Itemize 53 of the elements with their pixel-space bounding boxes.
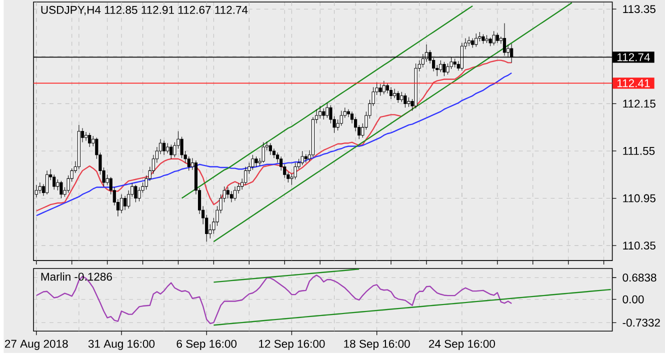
candlestick [268,142,272,155]
y-tick-label: -0.7332 [622,318,660,326]
candlestick [230,190,233,202]
candlestick [254,156,258,167]
candlestick [485,34,488,44]
candlestick [60,180,63,198]
candlestick [407,96,410,107]
candlestick [45,170,49,194]
x-tick-label: 6 Sep 16:00 [176,340,237,350]
y-tick-label: 113.35 [623,4,656,13]
candlestick [170,144,173,159]
chart-title: USDJPY,H4 112.85 112.91 112.67 112.74 [41,6,248,15]
candlestick [251,154,254,170]
x-tick-label: 18 Sep 16:00 [344,340,410,350]
candlestick [382,80,386,94]
candlestick [414,62,418,108]
candlestick [262,142,265,163]
candlestick [482,34,485,44]
x-tick-label: 31 Aug 16:00 [88,340,155,350]
candlestick [304,154,308,163]
candlestick [162,140,166,155]
y-tick-label: 0.6838 [622,273,656,282]
candlestick [439,60,442,72]
y-tick-label: 111.55 [623,146,655,155]
candlestick [404,92,407,108]
candlestick [138,186,141,202]
candlestick [492,30,496,46]
candlestick [389,86,393,99]
x-tick-label: 12 Sep 16:00 [259,340,325,350]
x-tick-label: 27 Aug 2018 [4,340,68,350]
ref-line-label: 112.74 [617,53,650,61]
y-tick-label: 110.95 [623,194,656,202]
candlestick [233,186,237,201]
candlestick [442,61,446,76]
candlestick [474,33,478,47]
candlestick [467,36,471,46]
candlestick [120,194,124,214]
candlestick [378,83,382,96]
candlestick [396,90,400,103]
y-tick-label: 110.35 [623,241,656,250]
candlestick [226,186,230,198]
chart-title: Marlin -0.1286 [41,272,112,280]
candlestick [88,132,92,148]
candlestick [496,32,499,44]
ref-line-label: 112.41 [617,79,650,87]
candlestick [471,38,474,48]
candlestick [77,124,80,170]
candlestick [38,182,42,194]
y-tick-label: 112.15 [623,99,656,108]
candlestick [134,184,138,202]
x-tick-label: 24 Sep 16:00 [428,340,496,350]
y-tick-label: 0.00 [622,295,644,304]
candlestick [300,150,304,166]
